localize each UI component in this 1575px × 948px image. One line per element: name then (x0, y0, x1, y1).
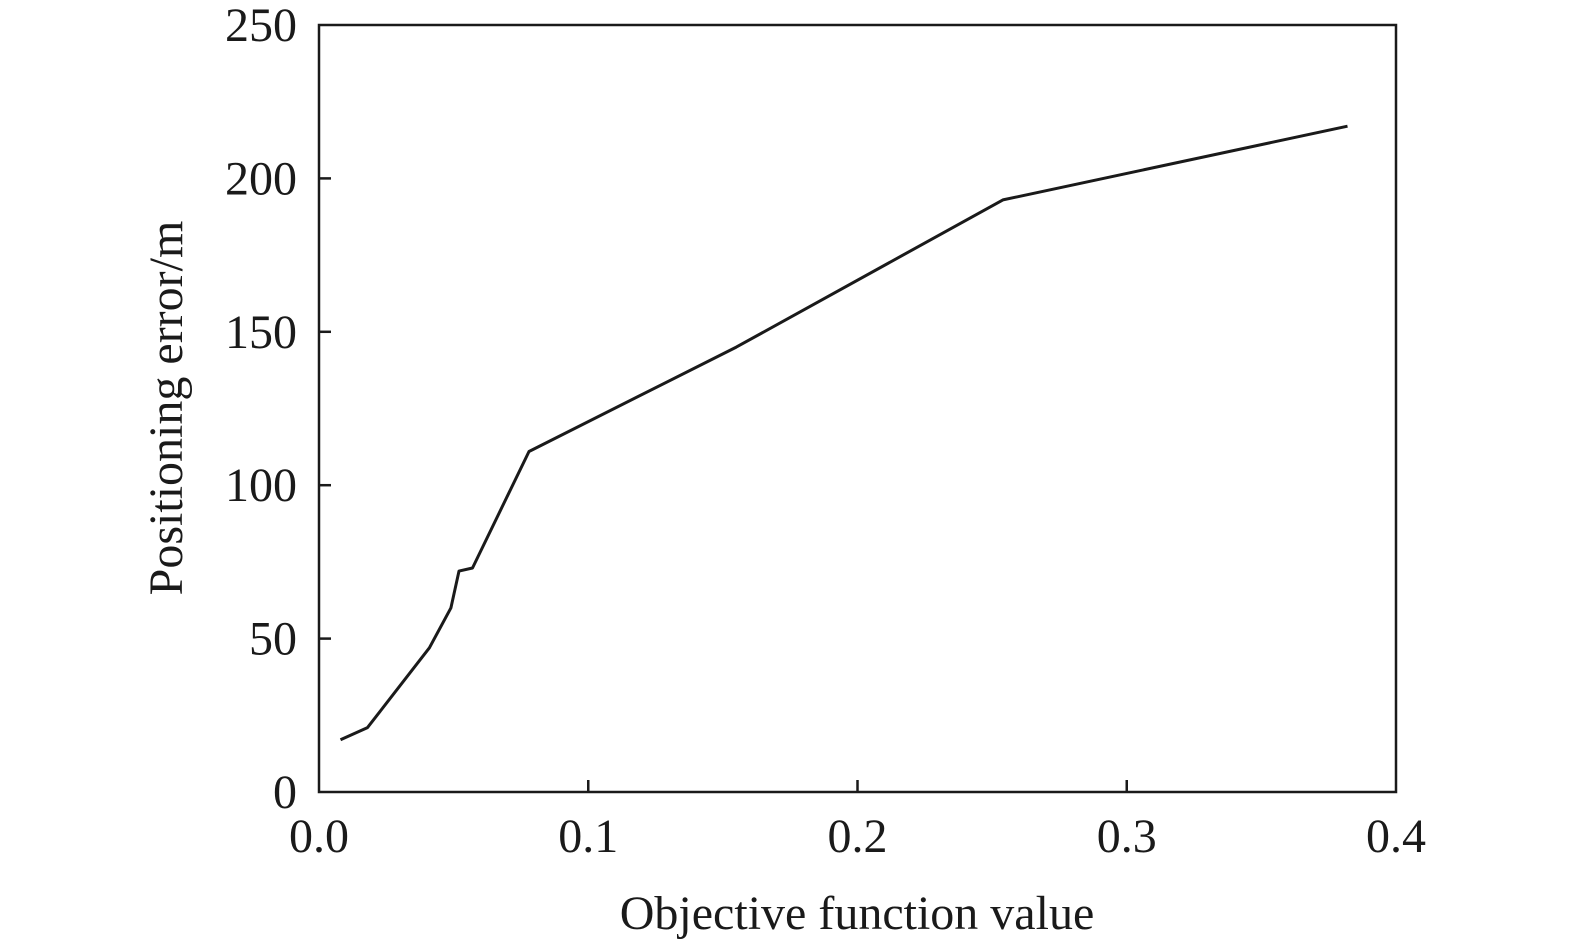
y-tick-label: 200 (225, 152, 297, 205)
x-tick-label: 0.2 (828, 810, 888, 863)
plot-frame (317, 23, 1398, 794)
y-tick-label: 100 (225, 459, 297, 512)
y-tick-label: 0 (273, 766, 297, 819)
x-tick-label: 0.3 (1097, 810, 1157, 863)
series-layer (339, 124, 1348, 742)
x-tick-label: 0.1 (558, 810, 618, 863)
x-axis-label: Objective function value (620, 887, 1095, 940)
y-axis-ticks: 0 50 100 150 200 250 (225, 0, 331, 819)
x-tick-label: 0.0 (289, 810, 349, 863)
y-tick-label: 250 (225, 0, 297, 52)
x-axis-ticks: 0.0 0.1 0.2 0.3 0.4 (289, 780, 1426, 863)
y-tick-label: 50 (249, 613, 297, 666)
y-axis-label: Positioning error/m (140, 221, 193, 596)
series-line (339, 124, 1348, 742)
x-tick-label: 0.4 (1366, 810, 1426, 863)
y-tick-label: 150 (225, 306, 297, 359)
